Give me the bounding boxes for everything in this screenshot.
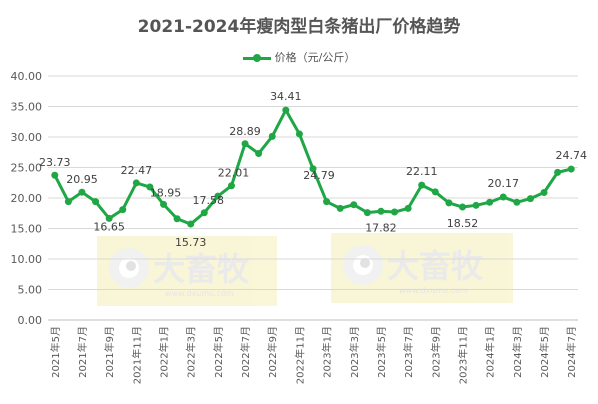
watermark-logo-pupil [126,261,136,271]
data-label: 18.95 [150,186,182,199]
data-label: 24.74 [555,149,587,162]
x-tick-label: 2021年7月 [76,326,89,378]
x-tick-label: 2024年1月 [484,326,497,378]
data-point [119,206,127,214]
data-point [404,204,412,212]
data-point [350,201,358,209]
y-tick-label: 10.00 [11,253,43,266]
data-point [214,192,222,200]
x-tick-label: 2023年11月 [456,326,469,384]
y-tick-label: 40.00 [11,70,43,83]
x-tick-label: 2023年9月 [429,326,442,378]
legend-label: 价格（元/公斤） [274,51,356,64]
data-point [132,179,140,187]
data-point [92,198,100,206]
data-label: 15.73 [175,236,207,249]
data-label: 17.58 [193,194,225,207]
data-point [241,140,249,148]
data-point [173,215,181,223]
data-point [499,193,507,201]
y-tick-label: 5.00 [18,284,43,297]
data-point [227,182,235,190]
data-point [160,200,168,208]
legend: 价格（元/公斤） [0,49,598,65]
data-point [418,181,426,189]
data-point [513,198,521,206]
x-tick-label: 2021年9月 [103,326,116,378]
data-point [105,214,113,222]
data-label: 34.41 [270,90,302,103]
data-point [336,204,344,212]
data-point [567,165,575,173]
data-point [51,171,59,179]
y-tick-label: 35.00 [11,101,43,114]
data-label: 24.79 [303,169,335,182]
data-point [64,198,72,206]
data-point [472,201,480,209]
data-point [540,189,548,197]
data-point [323,198,331,206]
x-tick-label: 2022年1月 [158,326,171,378]
x-tick-label: 2022年7月 [239,326,252,378]
x-tick-label: 2021年11月 [130,326,143,384]
data-label: 23.73 [39,156,71,169]
data-point [255,149,263,157]
y-tick-label: 25.00 [11,162,43,175]
data-label: 17.82 [365,221,397,234]
data-point [486,198,494,206]
data-point [377,207,385,215]
data-label: 22.01 [218,167,250,180]
data-point [146,183,154,191]
data-label: 20.17 [488,177,520,190]
x-tick-label: 2022年5月 [212,326,225,378]
x-tick-label: 2023年7月 [402,326,415,378]
watermark-url: www.dxumu.com [399,286,468,295]
x-tick-label: 2022年9月 [266,326,279,378]
data-point [391,208,399,216]
x-tick-label: 2024年3月 [511,326,524,378]
y-tick-label: 30.00 [11,131,43,144]
y-tick-label: 0.00 [18,314,43,327]
watermark-logo-pupil [360,258,370,268]
data-point [187,220,195,228]
x-tick-label: 2023年5月 [375,326,388,378]
data-point [309,165,317,173]
data-label: 16.65 [93,220,125,233]
data-point [554,168,562,176]
x-tick-label: 2023年3月 [348,326,361,378]
data-label: 22.11 [406,165,438,178]
x-tick-label: 2022年11月 [293,326,306,384]
data-label: 18.52 [447,217,479,230]
chart-title: 2021-2024年瘦肉型白条猪出厂价格趋势 [137,17,461,37]
x-tick-label: 2023年1月 [321,326,334,378]
data-point [295,130,303,138]
x-tick-label: 2024年7月 [565,326,578,378]
y-tick-label: 20.00 [11,192,43,205]
data-point [282,106,290,114]
data-point [458,203,466,211]
data-point [363,209,371,217]
data-point [431,188,439,196]
x-tick-label: 2022年3月 [185,326,198,378]
x-tick-label: 2024年5月 [538,326,551,378]
y-tick-label: 15.00 [11,223,43,236]
data-point [268,132,276,140]
watermark-text: 大畜牧 [153,250,250,288]
data-point [200,209,208,217]
data-label: 22.47 [121,164,153,177]
x-tick-label: 2021年5月 [49,326,62,378]
data-point [78,188,86,196]
watermark-url: www.dxumu.com [165,289,234,298]
data-point [445,199,453,207]
legend-swatch [242,53,271,63]
data-point [526,195,534,203]
data-label: 28.89 [229,125,261,138]
watermark-text: 大畜牧 [387,247,484,285]
data-label: 20.95 [66,173,98,186]
